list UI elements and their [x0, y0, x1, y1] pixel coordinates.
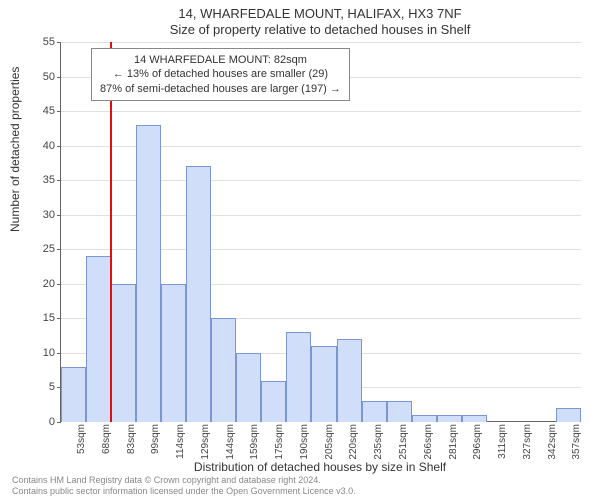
x-tick-labels: 53sqm 68sqm 83sqm 99sqm 114sqm 129sqm 144sqm 15…	[60, 424, 580, 464]
x-tick-label: 266sqm	[423, 424, 434, 460]
x-tick-label: 190sqm	[299, 424, 310, 460]
x-tick-label: 83sqm	[126, 424, 137, 454]
y-tick-label: 10	[15, 347, 55, 359]
x-axis-label: Distribution of detached houses by size …	[60, 460, 580, 474]
x-tick-label: 220sqm	[348, 424, 359, 460]
annotation-line3: 87% of semi-detached houses are larger (…	[100, 82, 341, 96]
y-tick-mark	[57, 422, 61, 423]
x-tick-label: 68sqm	[101, 424, 112, 454]
annotation-box: 14 WHARFEDALE MOUNT: 82sqm ← 13% of deta…	[91, 48, 350, 101]
histogram-bar	[211, 318, 236, 422]
x-tick-label: 53sqm	[76, 424, 87, 454]
x-tick-label: 311sqm	[497, 424, 508, 459]
chart-title-line2: Size of property relative to detached ho…	[60, 22, 580, 37]
x-tick-label: 327sqm	[522, 424, 533, 460]
histogram-bar	[136, 125, 161, 422]
x-tick-label: 342sqm	[547, 424, 558, 460]
x-tick-label: 129sqm	[200, 424, 211, 460]
x-tick-label: 144sqm	[225, 424, 236, 460]
y-tick-label: 20	[15, 278, 55, 290]
footer-line1: Contains HM Land Registry data © Crown c…	[12, 475, 356, 485]
y-tick-label: 55	[15, 36, 55, 48]
x-tick-label: 175sqm	[274, 424, 285, 460]
y-tick-label: 25	[15, 243, 55, 255]
histogram-bar	[111, 284, 136, 422]
x-tick-label: 251sqm	[398, 424, 409, 460]
x-tick-label: 159sqm	[249, 424, 260, 460]
histogram-bar	[261, 381, 286, 422]
histogram-bar	[387, 401, 412, 422]
x-tick-label: 99sqm	[150, 424, 161, 454]
histogram-bar	[161, 284, 186, 422]
x-tick-label: 205sqm	[324, 424, 335, 460]
histogram-bar	[186, 166, 211, 422]
x-tick-label: 114sqm	[175, 424, 186, 459]
histogram-bar	[311, 346, 336, 422]
histogram-bar	[86, 256, 111, 422]
x-tick-label: 281sqm	[448, 424, 459, 460]
histogram-bar	[437, 415, 462, 422]
y-tick-label: 15	[15, 312, 55, 324]
plot-area: 0510152025303540455055 14 WHARFEDALE MOU…	[60, 42, 580, 422]
histogram-bar	[286, 332, 311, 422]
annotation-line1: 14 WHARFEDALE MOUNT: 82sqm	[100, 53, 341, 67]
footer-line2: Contains public sector information licen…	[12, 486, 356, 496]
x-tick-label: 296sqm	[472, 424, 483, 460]
annotation-line2: ← 13% of detached houses are smaller (29…	[100, 67, 341, 81]
footer-attribution: Contains HM Land Registry data © Crown c…	[12, 475, 356, 496]
histogram-bar	[412, 415, 437, 422]
chart-title-line1: 14, WHARFEDALE MOUNT, HALIFAX, HX3 7NF	[60, 6, 580, 21]
histogram-bar	[362, 401, 387, 422]
x-tick-label: 235sqm	[373, 424, 384, 460]
histogram-bar	[236, 353, 261, 422]
histogram-bar	[337, 339, 362, 422]
y-tick-label: 0	[15, 416, 55, 428]
y-axis-label: Number of detached properties	[8, 67, 22, 232]
histogram-bar	[556, 408, 581, 422]
histogram-bar	[61, 367, 86, 422]
histogram-bar	[462, 415, 487, 422]
y-tick-label: 5	[15, 381, 55, 393]
x-tick-label: 357sqm	[571, 424, 582, 460]
chart-container: 14, WHARFEDALE MOUNT, HALIFAX, HX3 7NF S…	[0, 0, 600, 500]
